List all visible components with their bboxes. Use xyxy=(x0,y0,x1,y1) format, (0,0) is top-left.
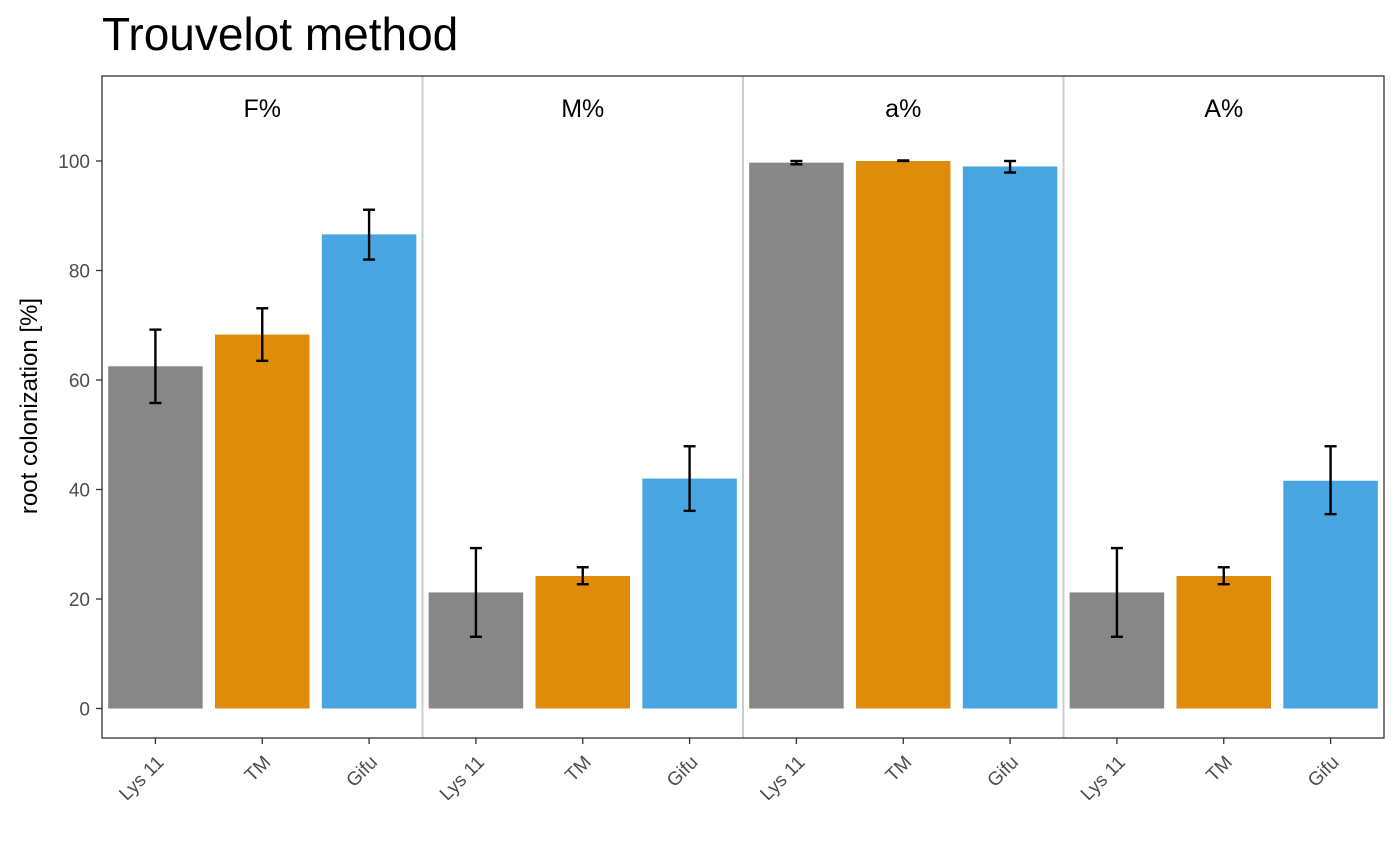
x-tick-label: TM xyxy=(882,752,916,786)
facet-1: F% Lys 11 TM Gifu xyxy=(108,95,417,805)
bar xyxy=(856,161,951,709)
facet-2: M% Lys 11 TM Gifu xyxy=(421,76,737,805)
bar xyxy=(535,576,630,709)
y-tick-label: 100 xyxy=(58,152,90,173)
x-tick-label: Lys 11 xyxy=(115,752,168,805)
x-tick-label: TM xyxy=(241,752,275,786)
facet-label: F% xyxy=(244,95,282,123)
bar xyxy=(749,162,844,709)
x-tick-label: Gifu xyxy=(663,752,702,791)
facet-label: A% xyxy=(1204,95,1243,123)
plot-panel-border xyxy=(101,75,1385,739)
bar xyxy=(1176,576,1271,709)
facet-label: a% xyxy=(885,95,921,123)
y-tick-label: 80 xyxy=(69,262,90,283)
y-tick-label: 20 xyxy=(69,590,90,611)
x-tick-label: Lys 11 xyxy=(1077,752,1130,805)
y-tick-label: 0 xyxy=(79,700,90,721)
bar xyxy=(108,366,203,709)
x-tick-label: Lys 11 xyxy=(436,752,489,805)
x-tick-label: Gifu xyxy=(343,752,382,791)
x-tick-label: TM xyxy=(1202,752,1236,786)
facet-3: a% Lys 11 TM Gifu xyxy=(742,76,1058,805)
x-tick-label: Gifu xyxy=(984,752,1023,791)
facet-panels: F% Lys 11 TM Gifu M% Lys 11 TM Gifu a% Lys 11 TM Gi… xyxy=(108,76,1378,805)
bar xyxy=(1283,480,1378,709)
x-tick-label: Gifu xyxy=(1304,752,1343,791)
bar xyxy=(962,166,1058,709)
y-axis: 0 20 40 60 80 100 xyxy=(58,152,102,721)
facet-label: M% xyxy=(561,95,604,123)
bar xyxy=(321,234,417,709)
bar xyxy=(642,478,737,709)
x-tick-label: Lys 11 xyxy=(756,752,809,805)
bar xyxy=(215,334,310,709)
y-axis-label: root colonization [%] xyxy=(16,298,43,514)
chart-title: Trouvelot method xyxy=(102,8,458,60)
y-tick-label: 60 xyxy=(69,371,90,392)
facet-4: A% Lys 11 TM Gifu xyxy=(1062,76,1378,805)
y-tick-label: 40 xyxy=(69,481,90,502)
x-tick-label: TM xyxy=(561,752,595,786)
